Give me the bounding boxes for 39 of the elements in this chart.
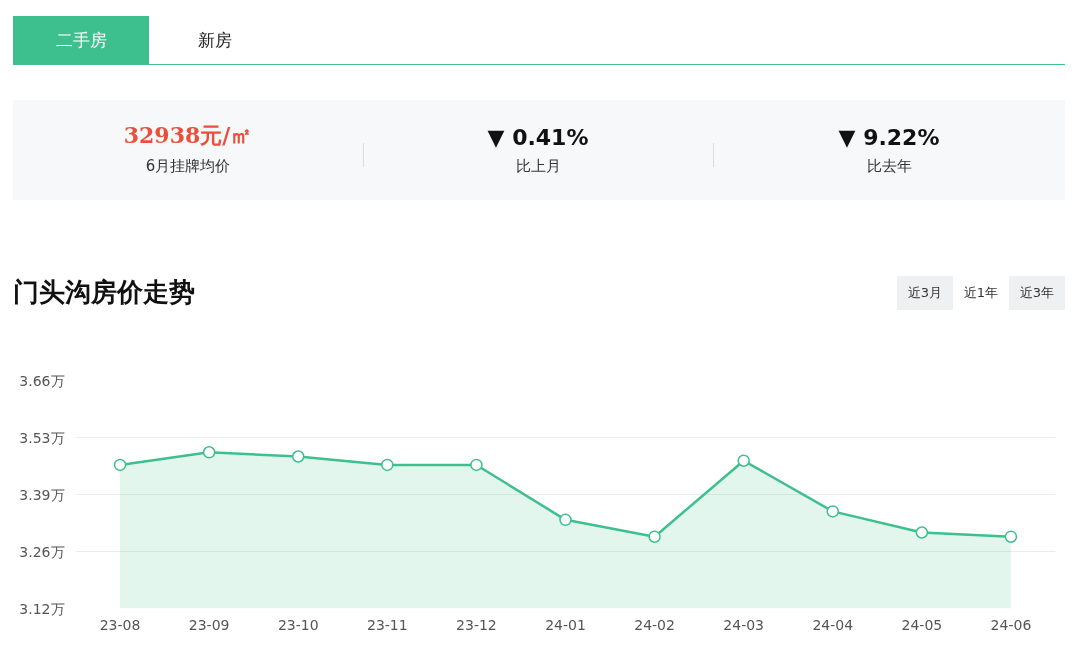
text: 比上月 <box>514 156 562 177</box>
point <box>291 450 305 463</box>
x-tick-label: 24-03 <box>723 616 765 633</box>
x-tick-label: 23-12 <box>456 616 497 633</box>
y-tick-label: 3.26万 <box>19 543 65 560</box>
point <box>113 458 127 472</box>
x-tick-label: 24-06 <box>990 616 1032 633</box>
x-tick-label: 24-02 <box>634 616 675 633</box>
x-tick-label: 23-09 <box>188 616 230 633</box>
point <box>381 458 394 472</box>
x-tick-label: 24-04 <box>812 616 854 633</box>
text: 新房 <box>197 29 233 52</box>
point <box>915 526 929 539</box>
x-tick-label: 24-05 <box>901 616 943 633</box>
x-tick-label: 23-11 <box>366 616 408 633</box>
text: 近1年 <box>953 276 1009 310</box>
y-tick-label: 3.66万 <box>19 372 65 389</box>
text: 6月挂牌均价 <box>144 156 232 177</box>
text: 32938元/㎡ <box>122 121 254 150</box>
x-tick-label: 23-08 <box>99 616 141 633</box>
text: ▼ 9.22% <box>837 124 941 152</box>
point <box>470 458 483 472</box>
y-tick-label: 3.39万 <box>19 486 65 503</box>
point <box>559 513 572 527</box>
point <box>202 446 216 459</box>
text: 比去年 <box>865 156 913 177</box>
point <box>826 505 840 518</box>
point <box>648 530 661 543</box>
x-tick-label: 24-01 <box>545 616 586 633</box>
point <box>1004 530 1018 543</box>
chart-title: 门头沟房价走势 <box>13 276 195 309</box>
point <box>737 454 750 467</box>
text: ▼ 0.41% <box>486 124 590 152</box>
text: 近3年 <box>1009 276 1065 310</box>
y-tick-label: 3.53万 <box>19 429 65 446</box>
text: 近3月 <box>897 276 953 310</box>
y-tick-label: 3.12万 <box>19 600 65 617</box>
text: 二手房 <box>13 16 149 64</box>
x-tick-label: 23-10 <box>277 616 319 633</box>
